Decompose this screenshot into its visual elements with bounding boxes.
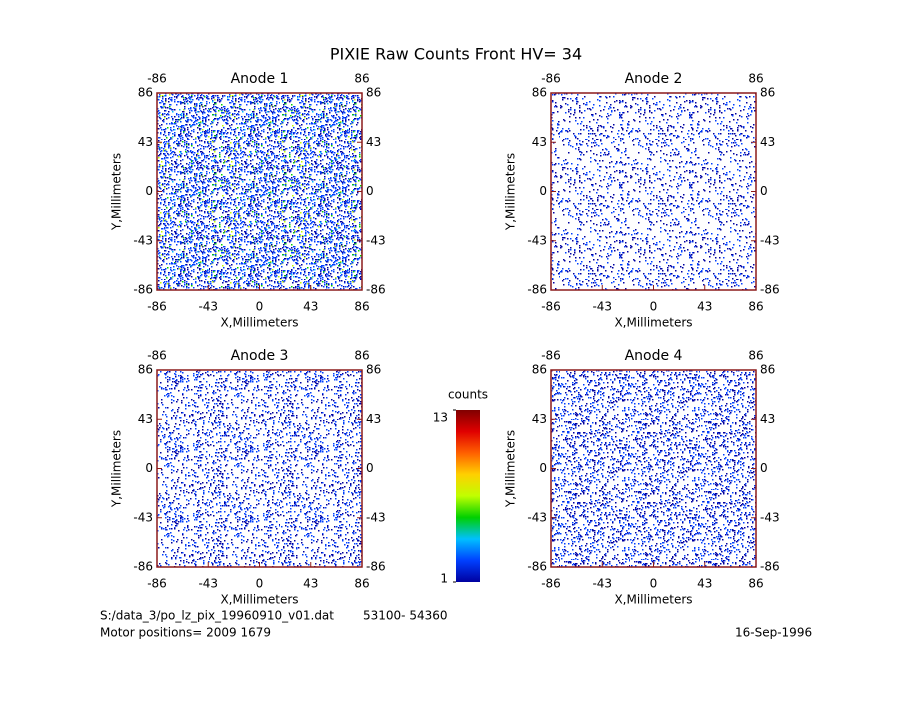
x-tick-label: 43 xyxy=(697,577,712,591)
footer-file: S:/data_3/po_lz_pix_19960910_v01.dat xyxy=(100,609,334,623)
heatmap-image xyxy=(157,370,362,567)
footer-motor: Motor positions= 2009 1679 xyxy=(100,626,271,640)
y-axis-label: Y,Millimeters xyxy=(110,430,124,508)
y2-tick-label: -86 xyxy=(366,560,386,574)
heatmap-image xyxy=(551,93,756,290)
y2-tick-label: 0 xyxy=(366,184,374,198)
y2-tick-label: 0 xyxy=(760,184,768,198)
y-tick-label: 43 xyxy=(532,135,547,149)
x-axis-label: X,Millimeters xyxy=(614,593,692,607)
footer-date: 16-Sep-1996 xyxy=(735,626,812,640)
y-axis-label: Y,Millimeters xyxy=(110,153,124,231)
x-tick-label: -86 xyxy=(147,300,167,314)
x-tick-label: -86 xyxy=(541,300,561,314)
y-tick-label: -43 xyxy=(133,233,153,247)
y-tick-label: -86 xyxy=(133,283,153,297)
panel-title: Anode 1 xyxy=(231,71,289,87)
x-tick-label: 43 xyxy=(303,300,318,314)
y2-tick-label: -86 xyxy=(760,283,780,297)
x-tick-label: -86 xyxy=(541,577,561,591)
x-tick-label: 0 xyxy=(650,577,658,591)
x-tick-label: -86 xyxy=(147,577,167,591)
y-tick-label: -43 xyxy=(133,510,153,524)
y-tick-label: 43 xyxy=(138,412,153,426)
x-tick-label: 86 xyxy=(748,577,763,591)
x2-tick-label: 86 xyxy=(748,349,763,363)
x2-tick-label: -86 xyxy=(541,349,561,363)
y2-tick-label: -86 xyxy=(366,283,386,297)
x-tick-label: 86 xyxy=(354,577,369,591)
y2-tick-label: 43 xyxy=(366,412,381,426)
y-tick-label: 86 xyxy=(138,363,153,377)
y2-tick-label: -43 xyxy=(760,233,780,247)
x2-tick-label: -86 xyxy=(147,72,167,86)
y2-tick-label: -43 xyxy=(366,510,386,524)
y-tick-label: 0 xyxy=(145,184,153,198)
x2-tick-label: -86 xyxy=(541,72,561,86)
x2-tick-label: 86 xyxy=(354,349,369,363)
y2-tick-label: 86 xyxy=(760,86,775,100)
y2-tick-label: 0 xyxy=(760,461,768,475)
y2-tick-label: 43 xyxy=(760,135,775,149)
y2-tick-label: 86 xyxy=(366,363,381,377)
y-axis-label: Y,Millimeters xyxy=(504,153,518,231)
heatmap-image xyxy=(551,370,756,567)
y-tick-label: 0 xyxy=(539,461,547,475)
x-tick-label: -43 xyxy=(592,300,612,314)
x-axis-label: X,Millimeters xyxy=(220,593,298,607)
footer-range: 53100- 54360 xyxy=(363,609,448,623)
x-tick-label: 86 xyxy=(748,300,763,314)
y-tick-label: -43 xyxy=(527,510,547,524)
x2-tick-label: -86 xyxy=(147,349,167,363)
colorbar xyxy=(456,410,480,582)
y-tick-label: -86 xyxy=(527,560,547,574)
y-tick-label: -86 xyxy=(133,560,153,574)
x-tick-label: 0 xyxy=(650,300,658,314)
y2-tick-label: 0 xyxy=(366,461,374,475)
x-tick-label: 86 xyxy=(354,300,369,314)
x-axis-label: X,Millimeters xyxy=(614,316,692,330)
colorbar-tick-label: 13 xyxy=(433,411,448,425)
x-tick-label: 0 xyxy=(256,577,264,591)
x-tick-label: -43 xyxy=(592,577,612,591)
x-tick-label: 43 xyxy=(303,577,318,591)
y-tick-label: 86 xyxy=(138,86,153,100)
colorbar-label: counts xyxy=(448,388,488,402)
figure-title: PIXIE Raw Counts Front HV= 34 xyxy=(330,45,582,64)
x2-tick-label: 86 xyxy=(748,72,763,86)
y-tick-label: 86 xyxy=(532,363,547,377)
y-tick-label: -86 xyxy=(527,283,547,297)
y2-tick-label: -43 xyxy=(760,510,780,524)
x2-tick-label: 86 xyxy=(354,72,369,86)
x-tick-label: 43 xyxy=(697,300,712,314)
panel-title: Anode 2 xyxy=(625,71,683,87)
y2-tick-label: -86 xyxy=(760,560,780,574)
y2-tick-label: -43 xyxy=(366,233,386,247)
y-axis-label: Y,Millimeters xyxy=(504,430,518,508)
y-tick-label: 86 xyxy=(532,86,547,100)
y2-tick-label: 43 xyxy=(366,135,381,149)
panel-title: Anode 3 xyxy=(231,348,289,364)
panel-title: Anode 4 xyxy=(625,348,683,364)
x-tick-label: 0 xyxy=(256,300,264,314)
y-tick-label: 0 xyxy=(145,461,153,475)
x-axis-label: X,Millimeters xyxy=(220,316,298,330)
y2-tick-label: 43 xyxy=(760,412,775,426)
heatmap-image xyxy=(157,93,362,290)
y2-tick-label: 86 xyxy=(366,86,381,100)
colorbar-tick-label: 1 xyxy=(440,572,448,586)
y-tick-label: 0 xyxy=(539,184,547,198)
y2-tick-label: 86 xyxy=(760,363,775,377)
y-tick-label: 43 xyxy=(138,135,153,149)
y-tick-label: 43 xyxy=(532,412,547,426)
x-tick-label: -43 xyxy=(198,300,218,314)
x-tick-label: -43 xyxy=(198,577,218,591)
y-tick-label: -43 xyxy=(527,233,547,247)
